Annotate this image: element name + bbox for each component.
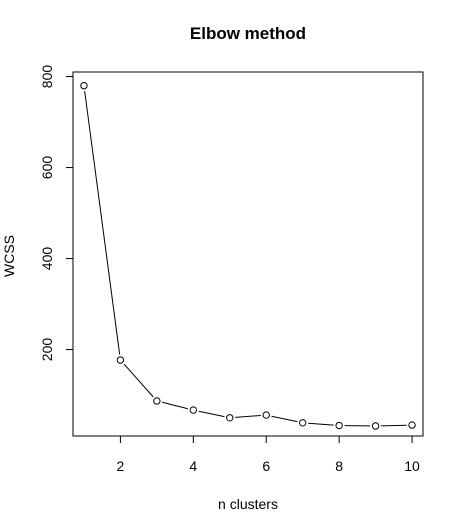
data-point xyxy=(116,356,125,364)
data-point xyxy=(80,81,88,90)
x-tick-label: 2 xyxy=(116,458,124,474)
data-point xyxy=(189,406,198,414)
x-axis-label: n clusters xyxy=(218,496,278,512)
y-tick-label: 400 xyxy=(39,247,55,271)
series-segment xyxy=(198,410,225,418)
data-point xyxy=(262,411,270,419)
series-segment xyxy=(162,401,189,410)
y-tick-label: 200 xyxy=(39,338,55,362)
data-point xyxy=(335,421,343,430)
chart-title: Elbow method xyxy=(190,24,306,43)
x-tick-label: 10 xyxy=(404,458,420,474)
x-tick-label: 6 xyxy=(262,458,270,474)
wcss-series xyxy=(80,81,416,430)
data-point xyxy=(371,422,380,430)
y-tick-label: 800 xyxy=(39,65,55,89)
x-tick-label: 8 xyxy=(335,458,343,474)
x-tick-label: 4 xyxy=(189,458,197,474)
data-point xyxy=(153,397,161,405)
data-point xyxy=(298,419,307,427)
data-point xyxy=(226,414,234,422)
x-axis: 2 4 6 8 10 xyxy=(116,435,420,474)
series-segment xyxy=(123,363,154,398)
y-tick-label: 600 xyxy=(39,156,55,180)
y-axis: 200 400 600 800 xyxy=(39,65,74,362)
series-segment xyxy=(308,422,334,426)
plot-frame xyxy=(72,71,424,437)
series-segment xyxy=(235,414,261,418)
series-segment xyxy=(381,424,407,427)
series-segment xyxy=(84,91,121,355)
series-segment xyxy=(271,415,298,423)
data-point xyxy=(408,421,416,429)
y-axis-label: WCSS xyxy=(1,235,17,277)
